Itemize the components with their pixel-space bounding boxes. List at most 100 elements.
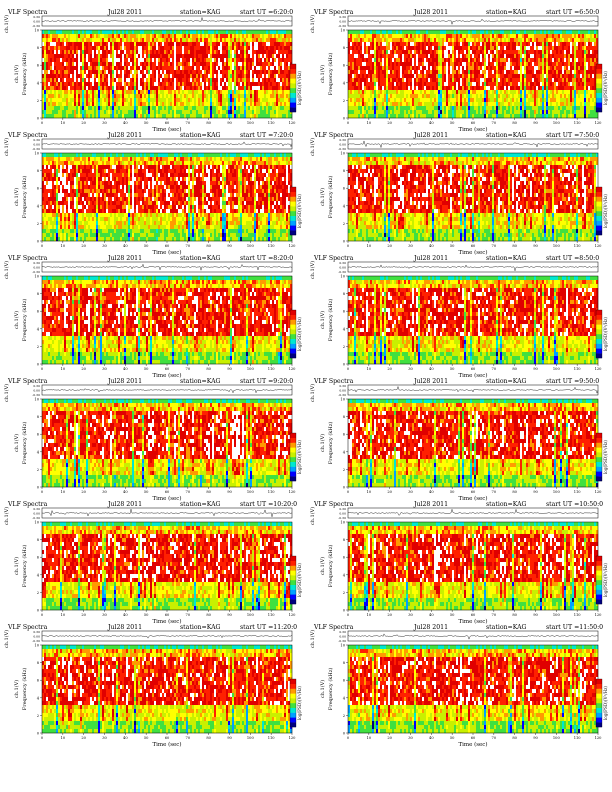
spectrogram-cell bbox=[466, 66, 469, 71]
spectrogram-cell bbox=[98, 66, 101, 71]
spectrogram-cell bbox=[400, 78, 403, 83]
spectrogram-cell bbox=[194, 82, 197, 87]
spectrogram-cell bbox=[124, 74, 127, 79]
spectrogram-cell bbox=[500, 86, 503, 91]
spectrogram-cell bbox=[438, 98, 441, 103]
spectrogram-cell bbox=[442, 66, 445, 71]
spectrogram-cell bbox=[94, 102, 97, 107]
spectrogram-cell bbox=[264, 82, 267, 87]
spectrogram-cell bbox=[210, 106, 213, 111]
spectrogram-cell bbox=[220, 46, 223, 51]
spectrogram-cell bbox=[468, 102, 471, 107]
spectrogram-cell bbox=[58, 106, 61, 111]
spectrogram-cell bbox=[362, 102, 365, 107]
spectrogram-cell bbox=[230, 46, 233, 51]
spectrogram-cell bbox=[54, 110, 57, 115]
spectrogram-cell bbox=[408, 54, 411, 59]
spectrogram-cell bbox=[236, 66, 239, 71]
spectrogram-cell bbox=[202, 82, 205, 87]
spectrogram-cell bbox=[164, 62, 167, 67]
spectrogram-cell bbox=[142, 66, 145, 71]
spectrogram-cell bbox=[100, 74, 103, 79]
spectrogram-cell bbox=[58, 114, 61, 119]
spectrogram-cell bbox=[168, 46, 171, 51]
spectrogram-cell bbox=[178, 58, 181, 63]
spectrogram-cell bbox=[374, 114, 377, 119]
spectrogram-cell bbox=[468, 114, 471, 119]
spectrogram-cell bbox=[256, 78, 259, 83]
spectrogram-cell bbox=[440, 86, 443, 91]
spectrogram-cell bbox=[64, 74, 67, 79]
spectrogram-cell bbox=[484, 110, 487, 115]
spectrogram-cell bbox=[156, 66, 159, 71]
spectrogram-cell bbox=[228, 110, 231, 115]
spectrogram-cell bbox=[184, 114, 187, 119]
spectrogram-cell bbox=[230, 58, 233, 63]
spectrogram-cell bbox=[118, 94, 121, 99]
spectrogram-cell bbox=[504, 102, 507, 107]
spectrogram-cell bbox=[394, 110, 397, 115]
spectrogram-cell bbox=[142, 62, 145, 67]
spectrogram-cell bbox=[482, 70, 485, 75]
spectrogram-cell bbox=[254, 110, 257, 115]
spectrogram-cell bbox=[224, 78, 227, 83]
spectrogram-cell bbox=[400, 114, 403, 119]
spectrogram-cell bbox=[108, 38, 111, 43]
spectrogram-cell bbox=[226, 86, 229, 91]
spectrogram-cell bbox=[228, 78, 231, 83]
spectrogram-cell bbox=[420, 58, 423, 63]
spectrogram-cell bbox=[236, 70, 239, 75]
spectrogram-cell bbox=[540, 42, 543, 47]
spectrogram-cell bbox=[452, 98, 455, 103]
spectrogram-cell bbox=[124, 54, 127, 59]
spectrogram-cell bbox=[120, 90, 123, 95]
spectrogram-cell bbox=[482, 34, 485, 39]
spectrogram-cell bbox=[440, 66, 443, 71]
spectrogram-cell bbox=[384, 90, 387, 95]
spectrogram-cell bbox=[416, 114, 419, 119]
spectrogram-cell bbox=[244, 54, 247, 59]
spectrogram-cell bbox=[126, 82, 129, 87]
spectrogram-cell bbox=[414, 50, 417, 55]
colorbar-label: log(PSD)(V²/Hz) bbox=[297, 71, 302, 105]
spectrogram-cell bbox=[406, 110, 409, 115]
spectrogram-cell bbox=[450, 42, 453, 47]
spectrogram-cell bbox=[88, 70, 91, 75]
spectrogram-cell bbox=[352, 74, 355, 79]
spectrogram-cell bbox=[350, 86, 353, 91]
spectrogram-cell bbox=[272, 54, 275, 59]
spectrogram-cell bbox=[456, 46, 459, 51]
spectrogram-cell bbox=[286, 42, 289, 47]
spectrogram-cell bbox=[280, 110, 283, 115]
spectrogram-cell bbox=[450, 86, 453, 91]
spectrogram-cell bbox=[184, 82, 187, 87]
spectrogram-cell bbox=[108, 58, 111, 63]
spectrogram-cell bbox=[160, 78, 163, 83]
spectrogram-cell bbox=[186, 74, 189, 79]
spectrogram-cell bbox=[358, 38, 361, 43]
spectrogram-cell bbox=[534, 54, 537, 59]
spectrogram-cell bbox=[428, 70, 431, 75]
spectrogram-cell bbox=[490, 78, 493, 83]
spectrogram-cell bbox=[454, 50, 457, 55]
spectrogram-cell bbox=[236, 34, 239, 39]
spectrogram-cell bbox=[506, 34, 509, 39]
spectrogram-cell bbox=[58, 78, 61, 83]
spectrogram-cell bbox=[58, 74, 61, 79]
spectrogram-cell bbox=[200, 102, 203, 107]
spectrogram-cell bbox=[410, 58, 413, 63]
spectrogram-cell bbox=[464, 78, 467, 83]
spectrogram-cell bbox=[540, 110, 543, 115]
spectrogram-cell bbox=[88, 62, 91, 67]
spectrogram-cell bbox=[438, 82, 441, 87]
spectrogram-cell bbox=[216, 110, 219, 115]
spectrogram-cell bbox=[394, 90, 397, 95]
spectrogram-cell bbox=[122, 98, 125, 103]
spectrogram-cell bbox=[414, 66, 417, 71]
spectrogram-cell bbox=[140, 54, 143, 59]
spectrogram-cell bbox=[88, 38, 91, 43]
spectrogram-cell bbox=[274, 94, 277, 99]
spectrogram-cell bbox=[62, 114, 65, 119]
spectrogram-cell bbox=[84, 86, 87, 91]
spectrogram-cell bbox=[224, 30, 227, 35]
